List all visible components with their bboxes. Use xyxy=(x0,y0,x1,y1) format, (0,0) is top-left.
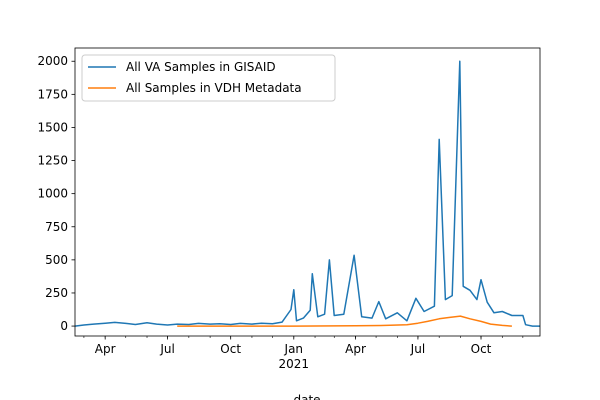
legend-label-1: All VA Samples in GISAID xyxy=(126,60,276,74)
y-tick-label: 0 xyxy=(60,319,68,333)
x-axis-label: date xyxy=(293,393,320,400)
y-tick-label: 1500 xyxy=(37,120,68,134)
x-tick-label: Jul xyxy=(159,342,174,356)
x-tick-label: Oct xyxy=(471,342,492,356)
legend: All VA Samples in GISAID All Samples in V… xyxy=(81,54,336,102)
legend-box xyxy=(81,54,336,102)
y-tick-label: 1000 xyxy=(37,187,68,201)
y-tick-label: 1750 xyxy=(37,87,68,101)
x-tick-label: Apr xyxy=(95,342,116,356)
y-tick-label: 1250 xyxy=(37,154,68,168)
y-tick-label: 500 xyxy=(45,253,68,267)
x-tick-label: Jan xyxy=(284,342,304,356)
y-tick-label: 250 xyxy=(45,286,68,300)
plot-frame xyxy=(74,47,541,337)
y-tick-label: 2000 xyxy=(37,54,68,68)
legend-label-2: All Samples in VDH Metadata xyxy=(126,81,302,95)
series-lines xyxy=(74,60,540,327)
x-tick-label: Apr xyxy=(345,342,366,356)
series-line-2 xyxy=(177,315,512,327)
x-tick-label: Oct xyxy=(220,342,241,356)
series-line-1 xyxy=(74,60,540,327)
y-axis: 0 250 500 750 1000 1250 1500 1750 2000 xyxy=(37,54,75,333)
x-tick-label: Jul xyxy=(410,342,425,356)
x-tick-year-label: 2021 xyxy=(279,357,310,371)
y-tick-label: 750 xyxy=(45,220,68,234)
